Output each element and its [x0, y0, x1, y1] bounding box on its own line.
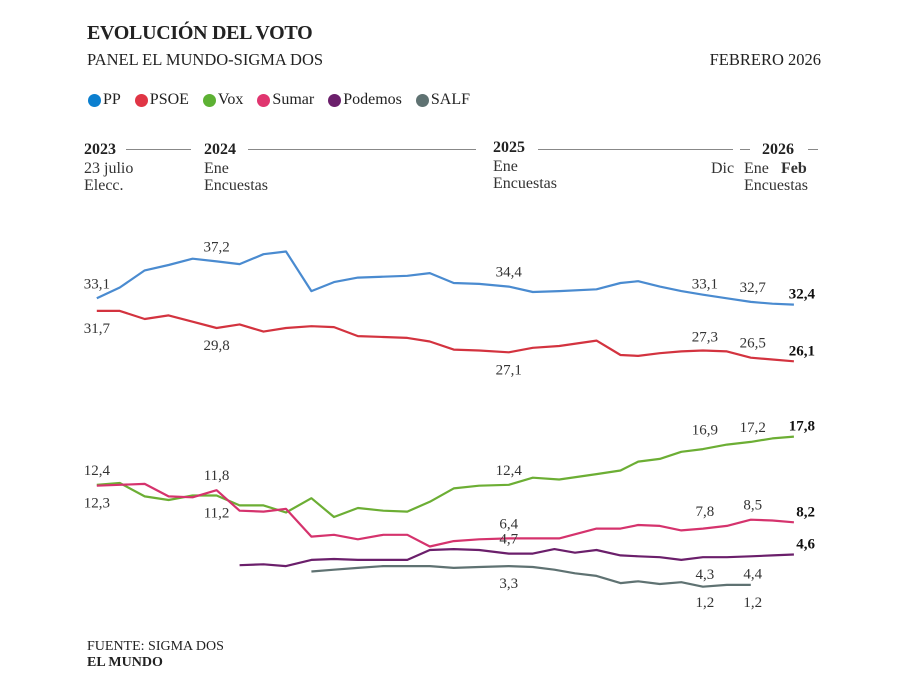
label-ene-2026: Ene [744, 160, 769, 177]
data-label-salf: 1,2 [743, 595, 762, 611]
data-label-sumar: 8,2 [796, 504, 815, 520]
data-label-pp: 33,1 [84, 276, 110, 292]
legend-dot-icon [134, 93, 148, 107]
series-line-podemos [239, 547, 794, 568]
chart-title: EVOLUCIÓN DEL VOTO [87, 22, 313, 44]
label-ene-2024: Ene [204, 160, 229, 177]
timeline-rule [538, 149, 733, 150]
year-2026: 2026 [762, 141, 794, 158]
data-label-sumar: 6,4 [499, 516, 518, 532]
label-feb: Feb [781, 160, 807, 177]
brand-logo: EL MUNDO [87, 655, 163, 670]
label-23-julio: 23 julio [84, 160, 134, 177]
data-label-vox: 12,4 [496, 463, 523, 479]
chart-date: FEBRERO 2026 [709, 50, 821, 69]
data-label-psoe: 29,8 [203, 338, 229, 354]
legend: PP PSOE Vox Sumar Podemos SALF [88, 91, 470, 109]
legend-dot-icon [328, 93, 342, 107]
data-label-vox: 12,4 [84, 463, 111, 479]
legend-item-salf: SALF [415, 91, 470, 109]
series-line-sumar [96, 482, 794, 548]
label-dic: Dic [711, 160, 735, 177]
legend-dot-icon [202, 93, 216, 107]
data-label-pp: 37,2 [203, 239, 229, 255]
legend-item-vox: Vox [202, 91, 244, 109]
data-label-sumar: 7,8 [696, 504, 715, 520]
legend-item-sumar: Sumar [257, 91, 314, 109]
label-encuestas-2024: Encuestas [204, 177, 268, 194]
legend-label: Vox [217, 91, 244, 108]
series-line-vox [96, 435, 794, 519]
legend-label: Sumar [272, 91, 315, 108]
data-label-podemos: 4,4 [743, 566, 762, 582]
data-label-salf: 1,2 [696, 595, 715, 611]
legend-label: PSOE [149, 91, 189, 108]
data-label-pp: 34,4 [496, 265, 523, 281]
label-encuestas-2026: Encuestas [744, 177, 808, 194]
label-encuestas-2025: Encuestas [493, 175, 557, 192]
data-label-vox: 17,8 [789, 419, 815, 435]
data-label-sumar: 8,5 [743, 498, 762, 514]
data-label-pp: 32,7 [740, 280, 767, 296]
data-label-vox: 11,2 [204, 506, 230, 522]
data-label-sumar: 11,8 [204, 468, 230, 484]
legend-label: PP [103, 91, 121, 108]
data-label-psoe: 27,3 [692, 329, 718, 345]
data-label-pp: 32,4 [789, 287, 816, 303]
data-label-psoe: 31,7 [84, 321, 111, 337]
timeline-rule [808, 149, 818, 150]
data-label-vox: 16,9 [692, 423, 718, 439]
label-elecc: Elecc. [84, 177, 124, 194]
timeline-rule [248, 149, 476, 150]
legend-dot-icon [415, 93, 429, 107]
data-label-podemos: 4,7 [499, 532, 518, 548]
series-line-psoe [96, 309, 794, 363]
year-2025: 2025 [493, 139, 525, 156]
label-ene-2025: Ene [493, 158, 518, 175]
data-label-sumar: 12,3 [84, 496, 110, 512]
year-2023: 2023 [84, 141, 116, 158]
legend-dot-icon [257, 93, 271, 107]
data-label-psoe: 27,1 [496, 362, 522, 378]
timeline-rule [126, 149, 191, 150]
data-label-pp: 33,1 [692, 276, 718, 292]
chart-subtitle: PANEL EL MUNDO-SIGMA DOS [87, 50, 324, 69]
legend-label: SALF [430, 91, 470, 108]
timeline-rule [740, 149, 750, 150]
legend-dot-icon [88, 93, 101, 107]
data-label-podemos: 4,3 [696, 567, 715, 583]
year-2024: 2024 [204, 141, 236, 158]
data-label-salf: 3,3 [499, 576, 518, 592]
data-label-vox: 17,2 [740, 420, 766, 436]
series-line-pp [96, 250, 794, 306]
source-note: FUENTE: SIGMA DOS [87, 639, 224, 654]
legend-item-podemos: Podemos [328, 91, 402, 109]
legend-label: Podemos [343, 91, 402, 108]
data-label-psoe: 26,1 [789, 343, 815, 359]
data-label-psoe: 26,5 [740, 336, 766, 352]
legend-item-pp: PP [88, 91, 121, 109]
series-line-salf [311, 564, 751, 588]
legend-item-psoe: PSOE [134, 91, 189, 109]
data-label-podemos: 4,6 [796, 537, 815, 553]
